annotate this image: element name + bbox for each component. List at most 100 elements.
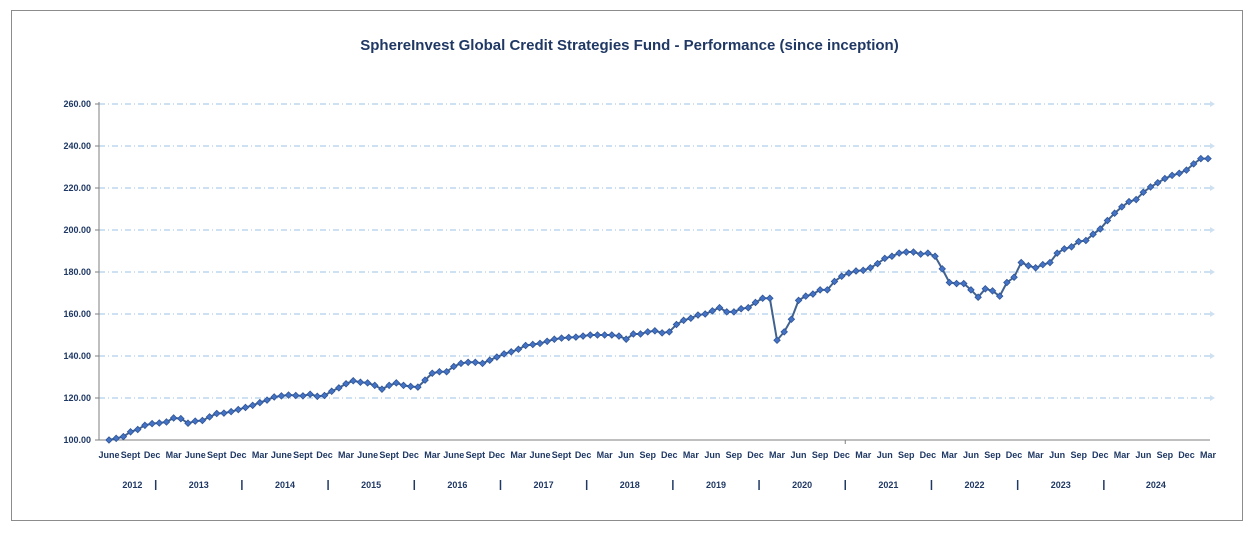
- x-tick-label: Mar: [166, 450, 183, 460]
- data-point: [809, 290, 817, 298]
- gridline-arrow: [1210, 185, 1215, 191]
- data-point: [471, 358, 480, 367]
- data-point: [241, 403, 250, 412]
- data-point: [1125, 197, 1133, 206]
- x-tick-label: Dec: [661, 450, 678, 460]
- data-point: [1053, 249, 1061, 257]
- x-tick-label: Sept: [121, 450, 141, 460]
- data-point: [1139, 188, 1148, 196]
- x-tick-label: Jun: [1049, 450, 1065, 460]
- x-tick-label: Mar: [941, 450, 958, 460]
- data-point: [730, 308, 738, 316]
- data-point: [335, 384, 343, 392]
- data-point: [248, 401, 257, 410]
- data-point: [1182, 166, 1191, 174]
- x-tick-label: Mar: [338, 450, 355, 460]
- x-tick-label: Mar: [510, 450, 527, 460]
- x-tick-label: Mar: [1200, 450, 1217, 460]
- data-point: [694, 311, 702, 319]
- data-point: [270, 393, 278, 401]
- data-point: [378, 385, 386, 393]
- x-tick-label: Sept: [207, 450, 227, 460]
- x-tick-label: June: [98, 450, 119, 460]
- data-point: [227, 407, 235, 416]
- x-tick-label: Dec: [489, 450, 506, 460]
- gridline-arrow: [1210, 143, 1215, 149]
- x-tick-label: Dec: [575, 450, 592, 460]
- data-point: [550, 335, 559, 343]
- data-point: [234, 405, 243, 414]
- data-point: [1204, 154, 1212, 163]
- data-point: [988, 287, 997, 295]
- data-point: [1067, 243, 1076, 251]
- data-point: [220, 409, 228, 417]
- data-point: [672, 320, 681, 329]
- data-point: [679, 316, 688, 325]
- data-point: [291, 391, 300, 400]
- x-tick-label: Dec: [747, 450, 764, 460]
- year-label: 2022: [965, 480, 985, 490]
- data-point: [485, 356, 494, 364]
- data-point: [1153, 178, 1162, 187]
- data-point: [299, 392, 307, 400]
- data-point: [363, 379, 372, 387]
- data-point: [435, 367, 444, 376]
- x-tick-label: Jun: [963, 450, 979, 460]
- data-point: [371, 381, 379, 390]
- data-point: [119, 432, 128, 441]
- data-point: [967, 286, 975, 294]
- year-label: 2012: [122, 480, 142, 490]
- data-point: [399, 381, 408, 390]
- data-point: [1089, 230, 1097, 238]
- data-point: [924, 249, 932, 257]
- data-point: [148, 419, 156, 428]
- x-tick-label: June: [443, 450, 464, 460]
- data-point: [801, 292, 810, 300]
- data-point: [421, 376, 429, 384]
- data-point: [1082, 236, 1090, 245]
- data-point: [974, 293, 982, 301]
- data-point: [758, 294, 767, 303]
- data-point: [579, 332, 587, 340]
- data-point: [514, 345, 523, 354]
- data-point: [751, 298, 760, 307]
- data-point: [615, 332, 623, 340]
- data-point: [1017, 258, 1026, 267]
- data-point: [952, 279, 961, 288]
- data-point: [212, 409, 221, 418]
- gridline-arrow: [1210, 353, 1215, 359]
- x-tick-label: Mar: [597, 450, 614, 460]
- data-point: [1132, 195, 1140, 204]
- data-point: [320, 391, 329, 400]
- data-point: [1010, 273, 1018, 282]
- data-point: [845, 269, 853, 277]
- data-point: [1175, 169, 1184, 178]
- data-point: [636, 330, 645, 338]
- gridline-arrow: [1210, 269, 1215, 275]
- data-point: [823, 286, 832, 294]
- data-point: [1074, 237, 1083, 246]
- data-point: [313, 392, 322, 401]
- year-label: 2017: [534, 480, 554, 490]
- data-point: [1189, 160, 1198, 168]
- y-tick-label: 240.00: [63, 141, 91, 151]
- data-point: [1118, 203, 1126, 211]
- x-tick-label: Mar: [769, 450, 786, 460]
- data-point: [184, 419, 192, 427]
- data-point: [916, 250, 925, 258]
- y-tick-label: 120.00: [63, 393, 91, 403]
- data-point: [442, 367, 451, 376]
- data-point: [859, 266, 867, 275]
- data-point: [177, 414, 185, 423]
- data-point: [478, 359, 487, 368]
- data-point: [428, 369, 437, 377]
- gridline-arrow: [1210, 101, 1215, 107]
- data-point: [349, 377, 357, 385]
- data-point: [960, 279, 968, 288]
- data-point: [493, 353, 501, 361]
- data-point: [722, 308, 731, 316]
- data-point: [564, 333, 573, 342]
- data-point: [701, 310, 709, 318]
- data-point: [263, 396, 271, 404]
